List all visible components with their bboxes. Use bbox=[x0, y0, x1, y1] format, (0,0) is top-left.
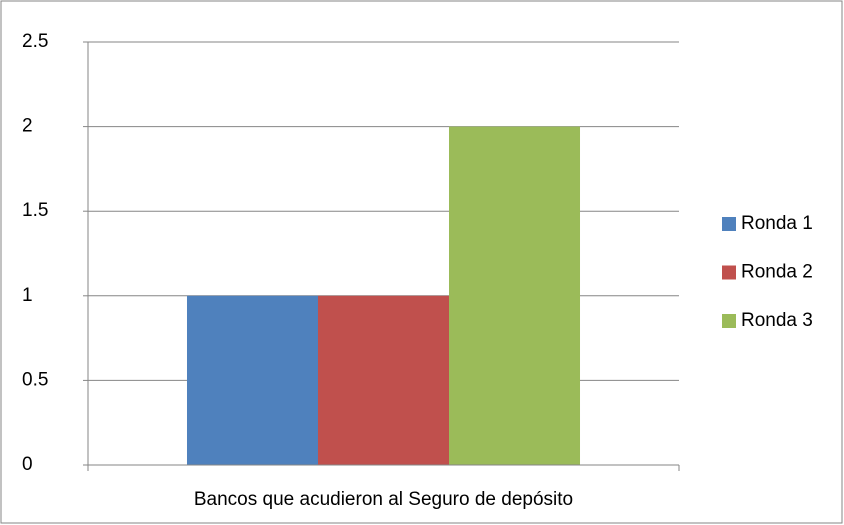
y-tick-label: 2 bbox=[22, 116, 33, 137]
y-tick-label: 1.5 bbox=[22, 200, 48, 221]
legend-label: Ronda 3 bbox=[741, 310, 813, 331]
y-tick-label: 0.5 bbox=[22, 369, 48, 390]
y-tick-label: 1 bbox=[22, 285, 33, 306]
y-tick-label: 0 bbox=[22, 454, 33, 475]
legend-swatch bbox=[722, 265, 736, 280]
y-tick-label: 2.5 bbox=[22, 31, 48, 52]
legend-swatch bbox=[722, 217, 736, 231]
bar bbox=[449, 126, 581, 465]
bar bbox=[186, 295, 318, 465]
legend-swatch bbox=[722, 314, 736, 328]
bar bbox=[317, 295, 450, 465]
x-tick-label: Bancos que acudieron al Seguro de depósi… bbox=[194, 489, 573, 510]
legend-label: Ronda 1 bbox=[741, 213, 813, 234]
legend-label: Ronda 2 bbox=[741, 262, 813, 283]
